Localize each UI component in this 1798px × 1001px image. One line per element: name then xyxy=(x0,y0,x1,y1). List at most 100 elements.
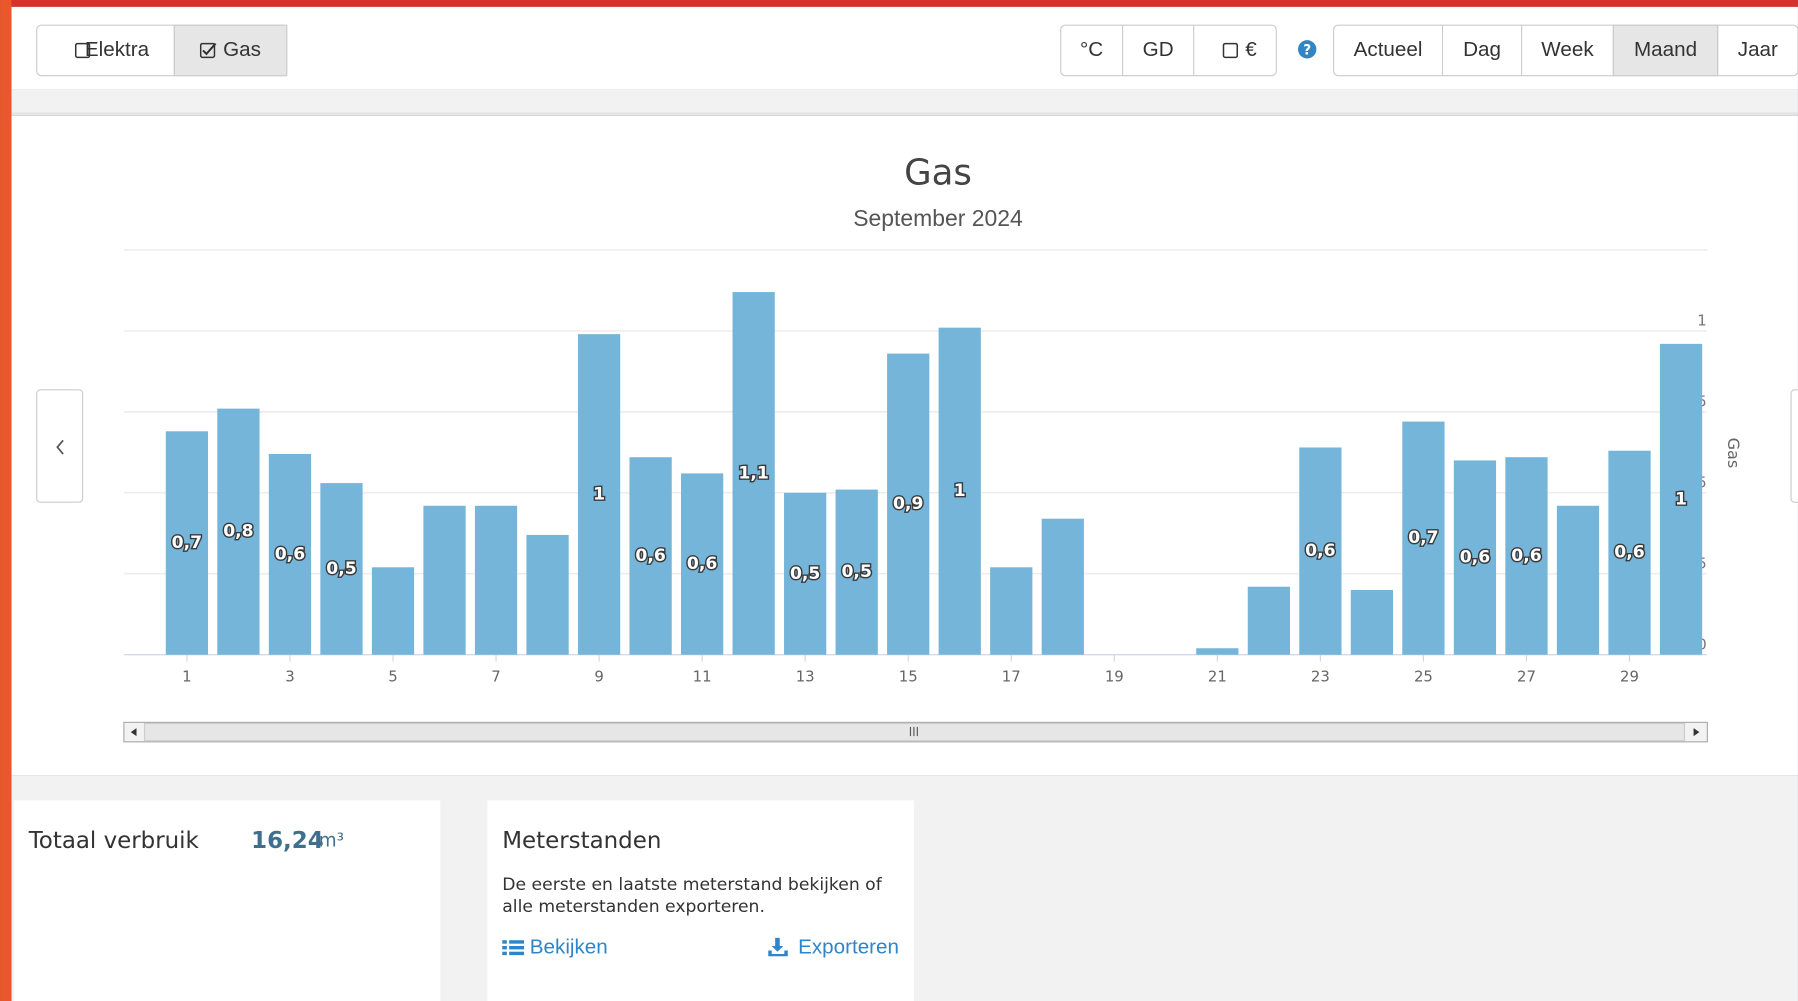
list-icon xyxy=(502,945,507,950)
next-button-box[interactable] xyxy=(1790,389,1798,503)
data-label: 0,6 xyxy=(687,554,717,574)
button-pressed[interactable] xyxy=(173,24,288,77)
button-pressed[interactable] xyxy=(1612,24,1719,77)
x-tick-label: 13 xyxy=(796,668,815,686)
bar xyxy=(1299,447,1342,655)
button-label[interactable]: Maand xyxy=(1634,38,1697,61)
button-label[interactable]: Elektra xyxy=(85,38,150,61)
bar xyxy=(835,489,878,655)
bar xyxy=(526,534,569,655)
bar xyxy=(320,483,363,655)
bar xyxy=(1350,589,1394,655)
data-label: 0,7 xyxy=(172,533,202,553)
bar xyxy=(1608,450,1651,655)
data-label: 0,6 xyxy=(275,544,305,564)
prev-chevron xyxy=(56,439,64,455)
download-icon xyxy=(768,937,788,957)
bar xyxy=(990,567,1033,655)
view-link[interactable]: Bekijken xyxy=(502,936,608,959)
export-link-text[interactable]: Exporteren xyxy=(798,936,899,959)
bar xyxy=(1659,343,1703,655)
button-label[interactable]: °C xyxy=(1080,38,1103,61)
scroll-left-arrow[interactable] xyxy=(130,728,137,737)
y-tick-label: 1 xyxy=(1697,312,1706,330)
bar xyxy=(268,453,312,655)
bar xyxy=(474,505,518,655)
button-label[interactable]: Actueel xyxy=(1354,38,1423,61)
prev-button-box[interactable] xyxy=(36,389,84,503)
data-label: 1 xyxy=(1675,489,1687,509)
button-label[interactable]: GD xyxy=(1143,38,1174,61)
meter-card xyxy=(487,800,914,1001)
x-tick-label: 21 xyxy=(1208,668,1227,686)
x-tick-label: 19 xyxy=(1105,668,1124,686)
data-label: 0,5 xyxy=(841,562,871,582)
checkbox xyxy=(199,42,216,59)
bar xyxy=(1556,505,1600,655)
help-icon[interactable]: ? xyxy=(1298,40,1317,59)
scroll-right-arrow[interactable] xyxy=(1693,728,1700,737)
help-circle[interactable] xyxy=(1298,40,1317,59)
data-label: 0,6 xyxy=(1305,541,1335,561)
left-strip xyxy=(0,0,12,1001)
x-tick-label: 7 xyxy=(491,668,500,686)
data-label: 0,6 xyxy=(635,546,665,566)
data-label: 0,8 xyxy=(223,522,253,542)
summary-label: Totaal verbruik xyxy=(28,828,200,854)
data-label: 0,6 xyxy=(1614,543,1644,563)
list-icon xyxy=(509,945,525,950)
bar xyxy=(1196,648,1239,655)
data-label: 0,9 xyxy=(893,494,923,514)
list-icon xyxy=(502,940,507,944)
bar xyxy=(1247,586,1290,655)
export-link[interactable]: Exporteren xyxy=(768,936,899,959)
bar xyxy=(165,431,209,655)
summary-unit: m³ xyxy=(319,831,344,852)
prev-button[interactable] xyxy=(36,389,84,503)
summary-value: 16,24 xyxy=(251,828,324,854)
bar xyxy=(629,457,672,655)
button-label[interactable]: Gas xyxy=(223,38,261,61)
x-tick-label: 15 xyxy=(899,668,918,686)
x-tick-label: 27 xyxy=(1517,668,1536,686)
x-tick-label: 23 xyxy=(1311,668,1330,686)
view-link-text[interactable]: Bekijken xyxy=(530,936,608,959)
bar xyxy=(681,473,724,655)
button-label[interactable]: Dag xyxy=(1463,38,1501,61)
band xyxy=(11,89,1798,115)
button-label[interactable]: Week xyxy=(1541,38,1594,61)
bar xyxy=(732,292,775,655)
x-tick-label: 1 xyxy=(182,668,191,686)
scrollbar[interactable] xyxy=(123,721,1708,743)
bar xyxy=(1505,457,1548,655)
scroll-thumb[interactable] xyxy=(143,722,1686,742)
bar xyxy=(1402,421,1445,655)
meter-title: Meterstanden xyxy=(502,828,661,854)
bar xyxy=(371,567,415,655)
bar xyxy=(217,408,260,655)
band-line xyxy=(11,112,1798,116)
bar xyxy=(1453,460,1497,655)
bar xyxy=(577,334,621,655)
data-label: 0,5 xyxy=(790,564,820,584)
x-tick-label: 3 xyxy=(285,668,294,686)
summary-card xyxy=(13,800,441,1001)
data-label: 1,1 xyxy=(738,463,768,483)
button-label[interactable]: € xyxy=(1245,38,1257,61)
bar xyxy=(1041,518,1084,655)
data-label: 0,6 xyxy=(1511,546,1541,566)
x-tick-label: 11 xyxy=(693,668,712,686)
button-label[interactable]: Jaar xyxy=(1738,38,1778,61)
x-tick-label: 29 xyxy=(1620,668,1639,686)
data-label: 1 xyxy=(954,481,966,501)
meter-description: alle meterstanden exporteren. xyxy=(502,897,765,917)
top-border xyxy=(11,0,1798,7)
units-group xyxy=(1060,24,1277,77)
chart-subtitle: September 2024 xyxy=(853,205,1023,231)
checkbox xyxy=(74,42,91,59)
bar xyxy=(423,505,466,655)
bar xyxy=(938,327,981,655)
x-tick-label: 17 xyxy=(1002,668,1021,686)
x-tick-label: 9 xyxy=(594,668,603,686)
